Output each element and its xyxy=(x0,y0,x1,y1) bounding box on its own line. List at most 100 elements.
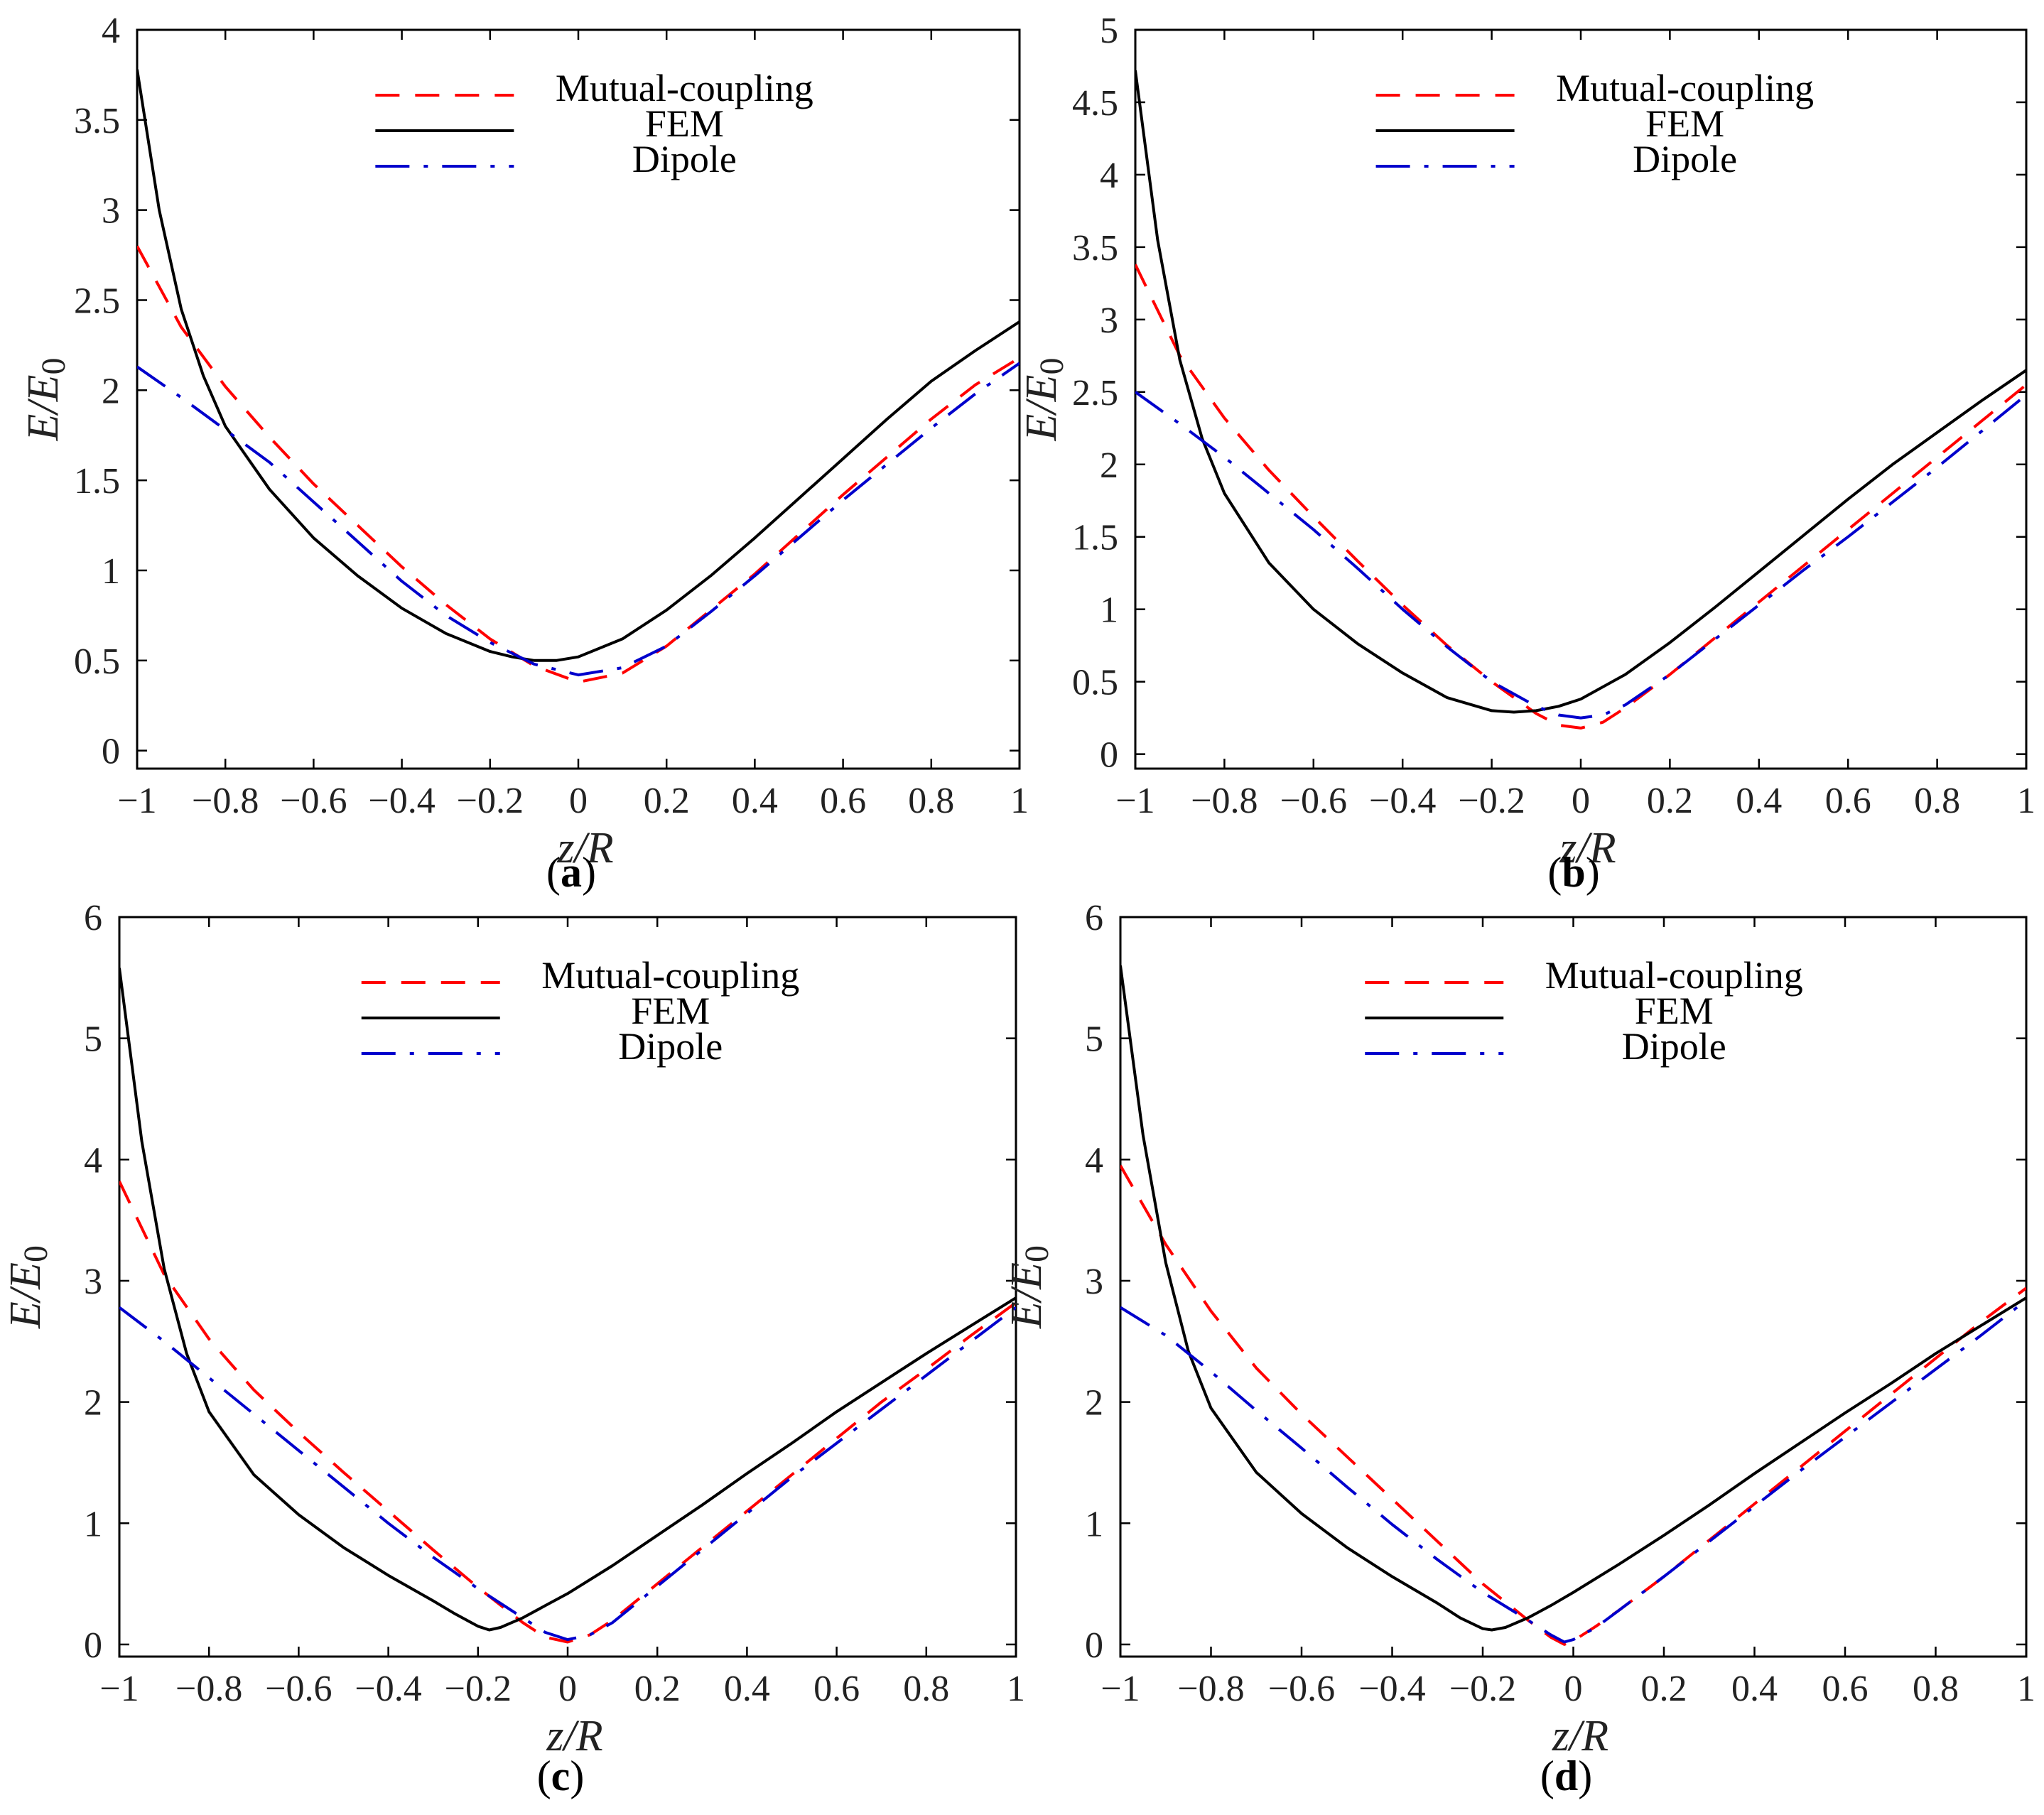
y-tick-label: 2 xyxy=(84,1383,102,1424)
x-tick-label: 0.2 xyxy=(644,781,690,821)
panel-label: (a) xyxy=(546,849,596,896)
series-line-fem xyxy=(1120,965,2026,1632)
chart-panel-a: −1 −0.8 −0.6 −0.4 −0.2 0 0.2 0.4 0.6 0.8 1 0 0.5 1 1.5… xyxy=(19,11,1029,896)
y-tick-label: 4.5 xyxy=(1072,83,1118,124)
x-tick-label: 0.8 xyxy=(1914,781,1960,821)
panel-label: (b) xyxy=(1547,849,1599,896)
legend-label-dipole: Dipole xyxy=(632,138,737,180)
y-tick-label: 0 xyxy=(1085,1625,1103,1666)
y-tick-label: 5 xyxy=(1085,1019,1103,1060)
y-axis-label: E/E0 xyxy=(1017,358,1071,442)
x-tick-label: −0.2 xyxy=(457,781,524,821)
x-tick-label: −0.8 xyxy=(1177,1669,1244,1709)
series-line-dipole xyxy=(1135,391,2026,720)
x-tick-label: 0 xyxy=(558,1669,577,1709)
x-tick-label: 0.8 xyxy=(1913,1669,1959,1709)
x-tick-label: −0.4 xyxy=(368,781,435,821)
series-line-dipole xyxy=(1120,1299,2026,1644)
series-line-fem xyxy=(119,968,1016,1632)
legend-label-mutual-coupling: Mutual-coupling xyxy=(1545,954,1803,997)
y-tick-label: 5 xyxy=(84,1019,102,1060)
legend-label-dipole: Dipole xyxy=(1633,138,1737,180)
x-tick-label: 0.8 xyxy=(908,781,954,821)
series-line-fem xyxy=(137,69,1020,662)
y-tick-label: 1 xyxy=(102,551,120,592)
x-tick-label: −0.6 xyxy=(1268,1669,1335,1709)
x-axis-label: z/R xyxy=(1559,824,1616,872)
x-tick-label: 0.8 xyxy=(903,1669,949,1709)
y-tick-label: 0.5 xyxy=(74,641,120,682)
legend-label-fem: FEM xyxy=(631,990,710,1032)
legend-label-fem: FEM xyxy=(1645,102,1724,145)
x-tick-label: −0.8 xyxy=(1191,781,1258,821)
series-group xyxy=(1120,965,2026,1646)
x-tick-label: 0.2 xyxy=(634,1669,681,1709)
x-tick-label: −0.4 xyxy=(355,1669,421,1709)
y-tick-label: 0 xyxy=(84,1625,102,1666)
x-tick-label: 1 xyxy=(2017,1669,2035,1709)
y-tick-label: 4 xyxy=(84,1140,102,1181)
y-tick-label: 4 xyxy=(1085,1140,1103,1181)
legend-label-fem: FEM xyxy=(645,102,724,145)
x-tick-label: 0.4 xyxy=(732,781,778,821)
x-tick-label: 0.4 xyxy=(724,1669,770,1709)
y-tick-label: 1.5 xyxy=(1072,518,1118,558)
chart-panel-c: −1 −0.8 −0.6 −0.4 −0.2 0 0.2 0.4 0.6 0.8 1 0 1 2 3 4 5 6 z… xyxy=(1,898,1025,1799)
x-axis-label: z/R xyxy=(546,1712,602,1760)
y-tick-label: 0 xyxy=(102,732,120,772)
legend-label-mutual-coupling: Mutual-coupling xyxy=(1556,67,1814,109)
y-tick-label: 1 xyxy=(1085,1504,1103,1544)
legend-label-dipole: Dipole xyxy=(1622,1025,1726,1068)
y-tick-label: 2.5 xyxy=(1072,373,1118,413)
y-tick-label: 2 xyxy=(102,371,120,411)
series-group xyxy=(137,69,1020,684)
y-tick-label: 2 xyxy=(1100,445,1118,486)
y-tick-label: 0.5 xyxy=(1072,663,1118,703)
y-tick-label: 3 xyxy=(1085,1262,1103,1302)
x-tick-label: −0.6 xyxy=(1280,781,1347,821)
y-axis-label: E/E0 xyxy=(19,358,72,442)
y-tick-label: 4 xyxy=(1100,156,1118,196)
y-tick-label: 6 xyxy=(84,898,102,938)
x-tick-label: −0.8 xyxy=(192,781,259,821)
x-tick-label: 1 xyxy=(1010,781,1029,821)
legend-label-fem: FEM xyxy=(1635,990,1714,1032)
x-tick-label: 1 xyxy=(1007,1669,1025,1709)
x-tick-label: −1 xyxy=(99,1669,139,1709)
y-tick-label: 1 xyxy=(1100,590,1118,631)
x-tick-label: 0.6 xyxy=(1822,1669,1869,1709)
x-tick-label: −0.6 xyxy=(265,1669,332,1709)
series-line-dipole xyxy=(119,1306,1016,1642)
panel-label: (c) xyxy=(537,1752,585,1799)
series-line-dipole xyxy=(137,362,1020,677)
y-tick-label: 3 xyxy=(102,191,120,232)
x-tick-label: −1 xyxy=(117,781,156,821)
x-tick-label: 0.4 xyxy=(1731,1669,1778,1709)
x-tick-label: −0.2 xyxy=(1458,781,1525,821)
series-line-mutual-coupling xyxy=(1135,264,2026,730)
legend-label-mutual-coupling: Mutual-coupling xyxy=(541,954,799,997)
x-tick-label: −1 xyxy=(1101,1669,1140,1709)
x-tick-label: −0.2 xyxy=(1449,1669,1516,1709)
x-tick-label: 0.4 xyxy=(1736,781,1782,821)
x-axis-label: z/R xyxy=(1552,1712,1608,1760)
x-tick-label: −0.4 xyxy=(1358,1669,1425,1709)
series-line-fem xyxy=(1135,70,2026,714)
y-tick-label: 1 xyxy=(84,1504,102,1544)
x-tick-label: −0.8 xyxy=(175,1669,242,1709)
legend-label-dipole: Dipole xyxy=(618,1025,723,1068)
chart-panel-d: −1 −0.8 −0.6 −0.4 −0.2 0 0.2 0.4 0.6 0.8 1 0 1 2 3 4 5 6 z… xyxy=(1002,898,2035,1799)
panel-label: (d) xyxy=(1540,1752,1592,1799)
x-tick-label: 0.6 xyxy=(813,1669,860,1709)
x-tick-label: 0.6 xyxy=(1825,781,1871,821)
y-tick-label: 2.5 xyxy=(74,281,120,321)
x-tick-label: 0 xyxy=(1564,1669,1583,1709)
legend-label-mutual-coupling: Mutual-coupling xyxy=(556,67,813,109)
y-tick-label: 4 xyxy=(102,11,120,51)
x-tick-label: 1 xyxy=(2017,781,2035,821)
series-group xyxy=(1135,70,2026,730)
y-axis-label: E/E0 xyxy=(1002,1245,1056,1329)
y-tick-label: 5 xyxy=(1100,11,1118,51)
